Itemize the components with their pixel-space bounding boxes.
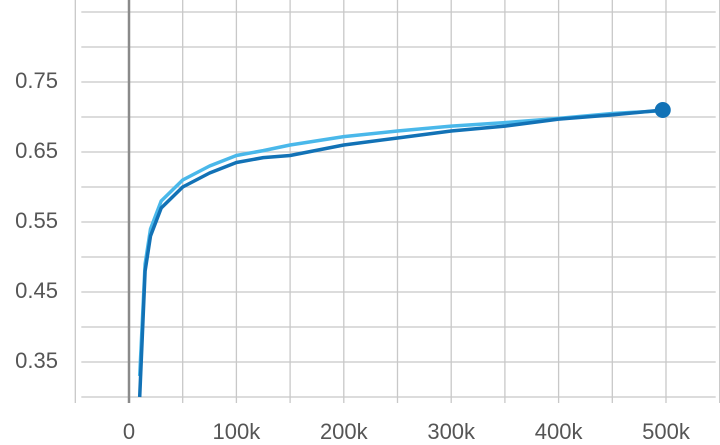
x-tick-label: 200k xyxy=(320,419,369,444)
x-tick-label: 0 xyxy=(123,419,135,444)
x-tick-label: 500k xyxy=(642,419,691,444)
y-tick-label: 0.55 xyxy=(15,208,58,233)
x-tick-label: 300k xyxy=(427,419,476,444)
series-line xyxy=(137,108,663,377)
y-tick-label: 0.45 xyxy=(15,278,58,303)
y-tick-label: 0.75 xyxy=(15,68,58,93)
series-line xyxy=(137,108,663,398)
y-tick-label: 0.65 xyxy=(15,138,58,163)
x-tick-label: 400k xyxy=(535,419,584,444)
y-tick-label: 0.35 xyxy=(15,348,58,373)
x-tick-label: 100k xyxy=(213,419,262,444)
end-point xyxy=(654,102,671,118)
